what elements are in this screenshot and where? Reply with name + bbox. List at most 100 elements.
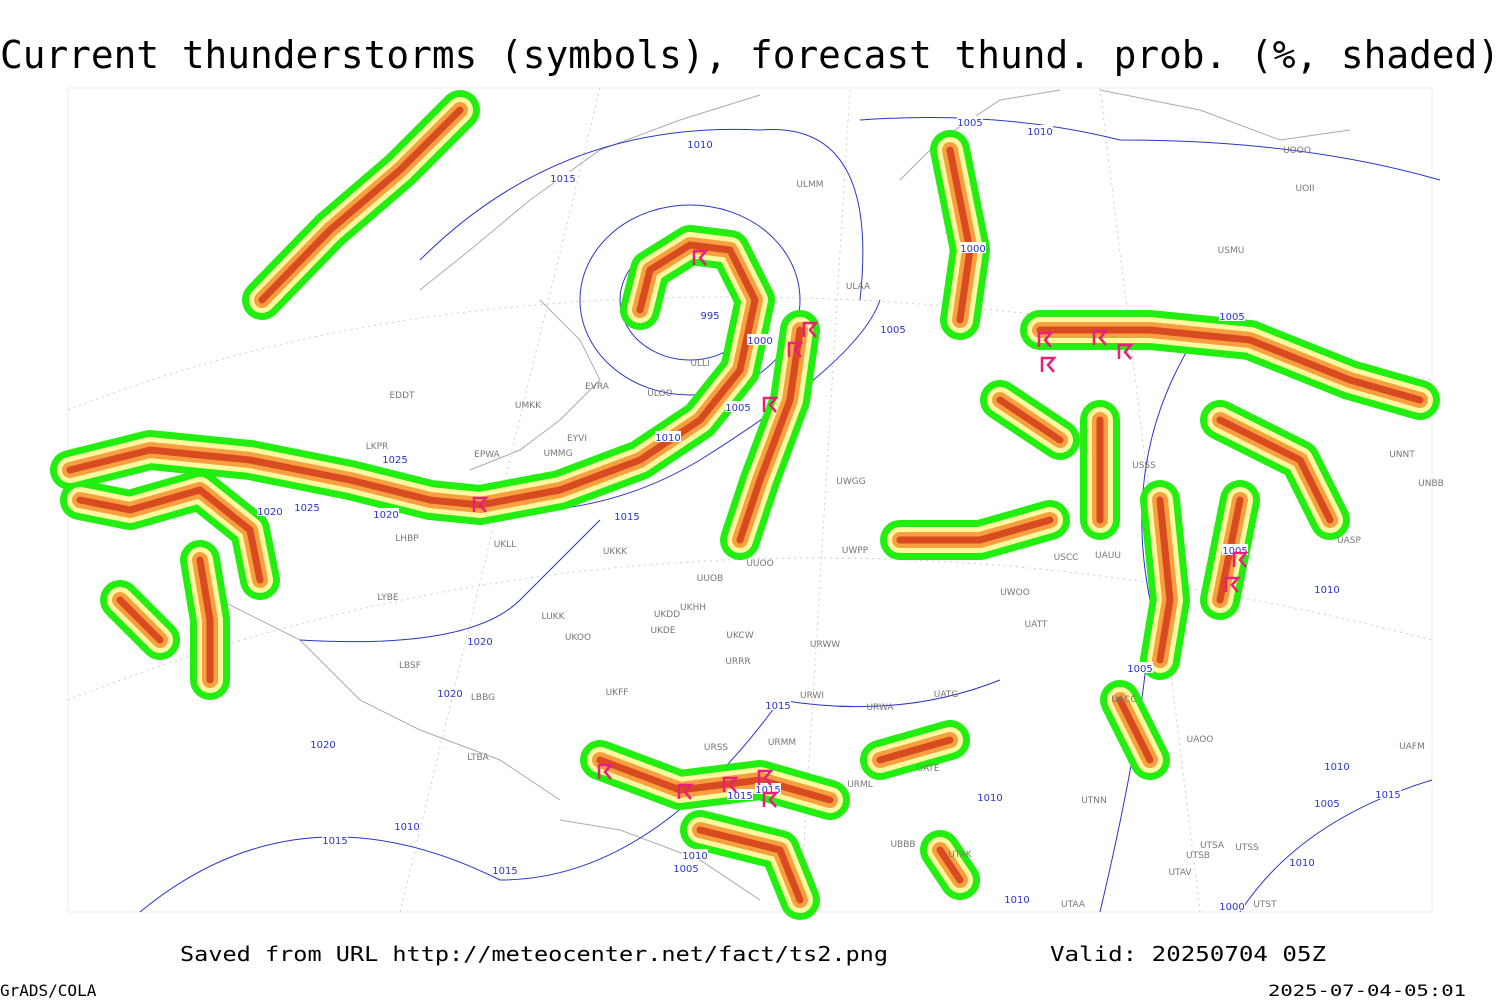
isobar-label: 1020 [437,689,462,700]
station-label: EYVI [567,434,587,444]
station-label: UMMG [543,449,572,459]
isobar-label: 1005 [880,325,905,336]
station-label: UKDD [654,610,680,620]
station-label: EVRA [585,382,610,392]
probability-band [76,486,264,684]
isobar-label: 1020 [310,740,335,751]
station-label: UTAK [948,850,973,860]
isobar-label: 1015 [727,791,752,802]
station-label: LUKK [542,612,566,622]
isobar-label: 1015 [492,866,517,877]
isobar-label: 1015 [1375,790,1400,801]
isobar-label-bg [727,789,753,800]
station-label: UMKK [515,401,542,411]
station-label: UAUU [1095,551,1121,561]
station-label: UKHH [680,603,706,613]
station-label: UTSB [1186,851,1210,861]
station-label: UATT [1025,620,1048,630]
isobar-label-bg [1004,893,1030,904]
station-label: ULOO [647,389,672,399]
isobar-label: 1010 [394,822,419,833]
valid-time: Valid: 20250704 05Z [1050,942,1326,966]
software: GrADS/COLA [0,981,97,1000]
station-label: UUOO [746,559,773,569]
station-label: ULAA [846,282,871,292]
station-label: URWI [800,691,824,701]
station-label: UATE [916,764,940,774]
isobar-label: 1005 [957,118,982,129]
isobar-label-bg [687,138,713,149]
station-label: UBBB [890,840,915,850]
isobar-label: 1000 [1219,902,1244,913]
station-label: LKPR [366,442,389,452]
isobar-label-bg [1375,788,1401,799]
station-label: UKLL [494,540,517,550]
isobar-label-bg [373,508,399,519]
isobar-label-bg [257,505,283,516]
isobar-label-bg [1027,125,1053,136]
station-label: UATG [934,690,959,700]
isobar-label: 1020 [467,637,492,648]
isobar-label-bg [673,862,699,873]
source-url: Saved from URL http://meteocenter.net/fa… [180,942,888,966]
labels: 1010 1015 1005 1010 1000 1005 995 1000 1005 1010 1… [257,116,1444,913]
isobar-label: 1010 [1314,585,1339,596]
isobar-label: 1015 [550,174,575,185]
isobar-label-bg [614,510,640,521]
station-label: UWGG [836,477,865,487]
thunderstorm-symbol [757,769,774,786]
station-label: URWW [810,640,840,650]
isobar-label-bg [765,699,791,710]
isobar-label-bg [1219,310,1245,321]
station-label: UAFM [1399,742,1425,752]
isobar-label-bg [437,687,463,698]
isobar-label-bg [1127,662,1153,673]
isobar-label: 1025 [294,503,319,514]
isobar-label-bg [550,172,576,183]
isobar-label-bg [1222,544,1248,555]
thunderstorm-symbol [1232,551,1249,568]
station-label: EPWA [474,450,501,460]
isobar-label: 1000 [747,336,772,347]
thunderstorm-symbol [1040,356,1057,373]
thunderstorm-symbol [762,396,779,413]
station-label: UOOO [1283,146,1311,156]
isobar-label: 1025 [382,455,407,466]
isobar-label-bg [1314,583,1340,594]
isobar-label-bg [977,791,1003,802]
station-label: UTST [1253,900,1277,910]
station-label: UKCW [726,631,753,641]
station-label: LYBE [377,593,398,603]
isobar-label: 1000 [960,244,985,255]
isobar-label: 1020 [373,510,398,521]
isobar-label: 1010 [1289,858,1314,869]
thunderstorm-symbol [1037,331,1054,348]
station-label: URSS [704,743,729,753]
probability-band [258,106,464,304]
isobar-label: 1005 [1314,799,1339,810]
isobar-label-bg [960,242,986,253]
isobar-label: 1010 [1324,762,1349,773]
thunderstorm-symbol [597,763,614,780]
isobar-label-bg [747,334,773,345]
isobar-label-bg [725,401,751,412]
station-label: ULMM [796,180,823,190]
isobar-label: 1010 [655,433,680,444]
thunderstorm-symbol [1224,576,1241,593]
station-label: UUOB [697,574,723,584]
isobar-label-bg [655,431,681,442]
isobar-label: 1005 [1219,312,1244,323]
isobar-label-bg [682,849,708,860]
isobar-label: 1010 [1027,127,1052,138]
probability-band [896,396,1104,544]
isobar-label-bg [310,738,336,749]
thunderstorm-symbol [677,783,694,800]
isobar-label-bg [880,323,906,334]
isobar-label: 1005 [673,864,698,875]
isobar-label-bg [322,834,348,845]
isobar-label-bg [382,453,408,464]
isobar-label: 1010 [687,140,712,151]
station-label: ULLI [690,359,709,369]
station-label: USMU [1218,246,1245,256]
isobar-label-bg [492,864,518,875]
